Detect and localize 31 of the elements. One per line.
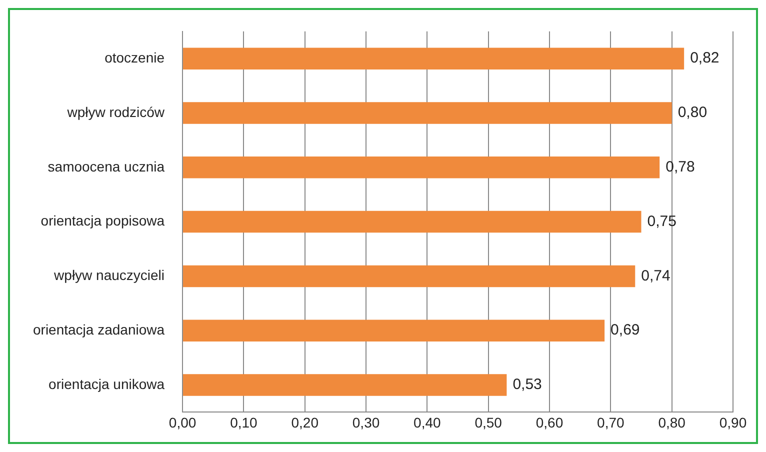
- x-tick-label: 0,00: [168, 414, 196, 430]
- data-label: 0,75: [647, 212, 676, 230]
- y-tick-label: otoczenie: [104, 49, 165, 66]
- data-label: 0,80: [678, 104, 708, 122]
- y-tick-label: orientacja zadaniowa: [33, 321, 165, 338]
- y-tick-label: wpływ nauczycieli: [53, 267, 165, 284]
- x-tick-label: 0,20: [291, 414, 319, 430]
- y-tick-label: orientacja popisowa: [40, 212, 165, 229]
- x-tick-label: 0,80: [658, 414, 686, 430]
- bar: [183, 320, 605, 342]
- data-label: 0,78: [666, 158, 695, 176]
- x-tick-label: 0,60: [536, 414, 564, 430]
- bar: [183, 374, 507, 396]
- bar: [183, 265, 636, 288]
- y-tick-label: samoocena ucznia: [48, 158, 165, 174]
- x-tick-label: 0,70: [597, 414, 625, 430]
- x-tick-label: 0,50: [474, 414, 502, 430]
- x-tick-label: 0,30: [352, 414, 380, 430]
- bar: [183, 156, 660, 178]
- x-tick-label: 0,90: [719, 414, 747, 430]
- data-label: 0,69: [610, 322, 640, 339]
- bar: [183, 102, 672, 124]
- data-label: 0,74: [641, 267, 670, 284]
- x-tick-label: 0,40: [414, 414, 442, 430]
- y-tick-label: wpływ rodziców: [66, 104, 166, 120]
- bar: [183, 210, 642, 233]
- data-label: 0,82: [690, 50, 720, 67]
- data-label: 0,53: [512, 376, 542, 394]
- bar: [183, 48, 684, 70]
- x-tick-label: 0,10: [230, 414, 258, 430]
- y-tick-label: orientacja unikowa: [48, 376, 165, 392]
